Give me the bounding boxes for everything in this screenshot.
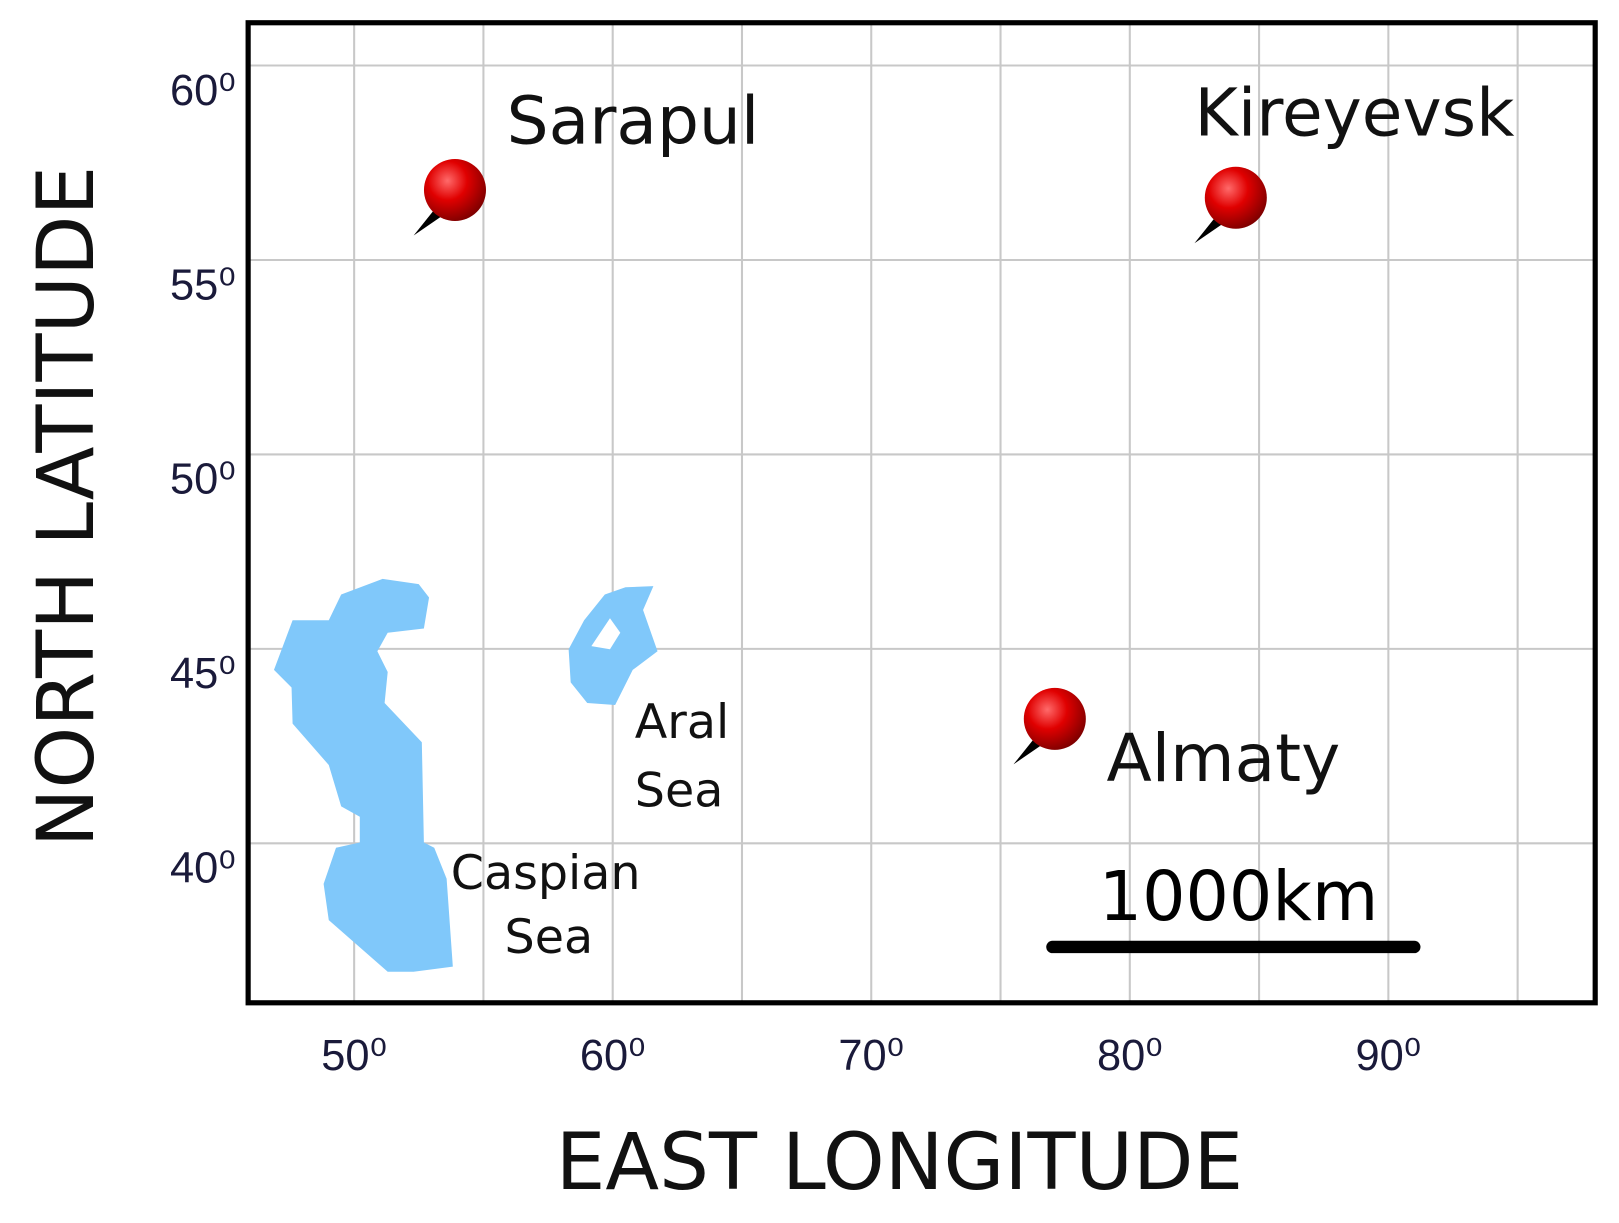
city-pin (1204, 166, 1267, 229)
sea-label: Caspian (451, 846, 641, 901)
caspian-sea (273, 578, 453, 972)
x-tick-label: 50⁰ (321, 1032, 387, 1080)
x-tick-label: 90⁰ (1356, 1032, 1422, 1080)
city-label: Kireyevsk (1194, 75, 1515, 152)
y-tick-label: 40⁰ (170, 845, 236, 893)
aral-sea (568, 586, 658, 706)
city-pin (1023, 687, 1086, 750)
aral-island (591, 618, 621, 650)
x-tick-label: 80⁰ (1097, 1032, 1163, 1080)
grid (248, 22, 1596, 1003)
y-tick-label: 60⁰ (170, 67, 236, 115)
x-tick-label: 60⁰ (580, 1032, 646, 1080)
city-pin (423, 158, 486, 221)
x-tick-label: 70⁰ (838, 1032, 904, 1080)
y-tick-label: 50⁰ (170, 456, 236, 504)
y-axis-title: NORTH LATITUDE (20, 166, 112, 847)
city-label: Sarapul (507, 82, 760, 159)
scale-bar-label: 1000km (1099, 858, 1379, 937)
map-frame (245, 20, 1598, 1006)
city-label: Almaty (1107, 720, 1341, 797)
y-tick-label: 45⁰ (170, 650, 236, 698)
y-tick-label: 55⁰ (170, 261, 236, 309)
sea-label: Sea (635, 763, 724, 818)
sea-label: Aral (635, 695, 729, 750)
x-axis-title: EAST LONGITUDE (556, 1116, 1243, 1208)
sea-label: Sea (505, 910, 594, 965)
